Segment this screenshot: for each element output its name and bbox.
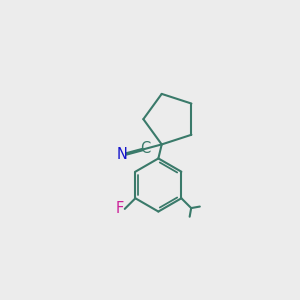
Text: F: F	[116, 201, 124, 216]
Text: C: C	[140, 141, 151, 156]
Text: N: N	[117, 147, 128, 162]
